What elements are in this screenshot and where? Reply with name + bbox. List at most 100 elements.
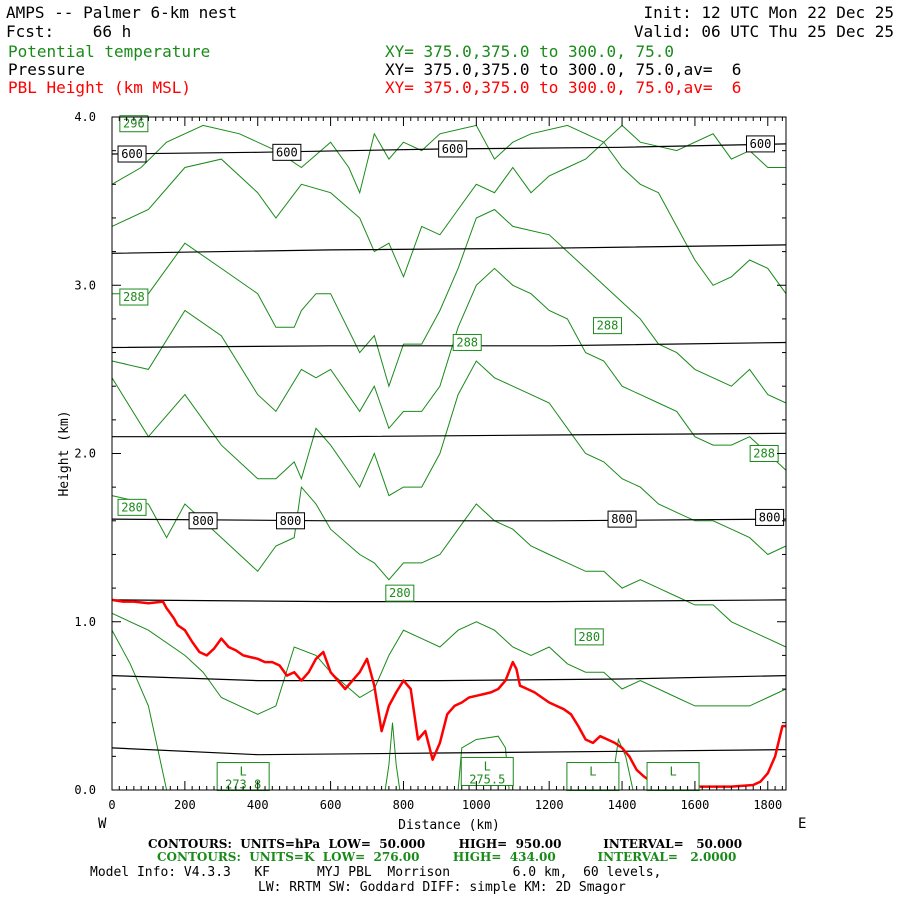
legend-pressure-name: Pressure xyxy=(8,60,86,79)
theta-contour-info: CONTOURS: UNITS=K LOW= 276.00 HIGH= 434.… xyxy=(157,850,737,864)
pressure-label-5-box xyxy=(276,512,306,530)
theta-label-5: 280 xyxy=(117,498,147,516)
low-label-1-letter: L xyxy=(484,759,491,773)
theta-label-1-box xyxy=(119,288,149,306)
theta-label-2: 288 xyxy=(452,333,482,351)
pressure-label-6: 800 xyxy=(607,510,637,528)
model-info-line1: Model Info: V4.3.3 KF MYJ PBL Morrison 6… xyxy=(90,865,662,880)
low-label-3-letter: L xyxy=(669,765,676,779)
pressure-label-2-box xyxy=(438,140,468,158)
axes: 0 200 400 600 800 1000 1200 1400 1600 1800 0.0 1.0 2… xyxy=(74,110,786,812)
theta-contour-7 xyxy=(111,629,171,791)
theta-label-1-text: 288 xyxy=(123,290,145,304)
pbl-height-series xyxy=(111,598,786,788)
low-label-1-value: 275.5 xyxy=(469,772,505,786)
low-label-0-letter: L xyxy=(240,765,247,779)
x-tick-label-7: 1400 xyxy=(608,798,637,812)
pressure-label-2: 600 xyxy=(438,140,468,158)
pressure-contour-850 xyxy=(111,599,787,603)
x-axis-label: Distance (km) xyxy=(398,818,500,833)
pressure-label-7-box xyxy=(755,508,785,526)
low-label-0-box xyxy=(216,762,270,792)
forecast-hour: Fcst: 66 h xyxy=(6,22,132,41)
pressure-contour-800 xyxy=(111,518,787,522)
theta-label-2-text: 288 xyxy=(456,335,478,349)
theta-label-4: 288 xyxy=(749,445,779,462)
low-label-2-letter: L xyxy=(589,765,596,779)
low-label-0-value: 273.8 xyxy=(225,778,261,792)
theta-label-2-box xyxy=(452,333,482,351)
legend-pbl-xy: XY= 375.0,375.0 to 300.0, 75.0,av= 6 xyxy=(385,78,742,97)
theta-label-1: 288 xyxy=(119,288,149,306)
theta-contour-2 xyxy=(112,208,787,404)
low-label-3-box xyxy=(646,762,700,792)
theta-label-7-box xyxy=(574,628,604,646)
init-time: Init: 12 UTC Mon 22 Dec 25 xyxy=(643,3,894,22)
pressure-contour-info: CONTOURS: UNITS=hPa LOW= 50.000 HIGH= 95… xyxy=(148,837,743,851)
theta-label-3-text: 288 xyxy=(597,319,619,333)
theta-label-7: 280 xyxy=(574,628,604,646)
plot-frame xyxy=(111,116,787,791)
pressure-label-2-text: 600 xyxy=(442,142,464,156)
pressure-label-6-box xyxy=(607,510,637,528)
pressure-label-4-text: 800 xyxy=(192,514,214,528)
low-label-2-box xyxy=(566,762,620,792)
low-label-1-box xyxy=(460,756,514,786)
theta-contour-5 xyxy=(111,485,787,648)
legend-theta-xy: XY= 375.0,375.0 to 300.0, 75.0 xyxy=(385,42,674,61)
west-label: W xyxy=(98,816,107,832)
x-tick-label-4: 800 xyxy=(393,798,415,812)
theta-label-4-text: 288 xyxy=(753,447,775,461)
pbl-height-line xyxy=(111,598,786,788)
low-label-3: L xyxy=(646,762,700,792)
pressure-label-1-text: 600 xyxy=(276,145,298,159)
theta-label-3: 288 xyxy=(592,317,622,335)
valid-time: Valid: 06 UTC Thu 25 Dec 25 xyxy=(633,22,894,41)
pressure-label-3-text: 600 xyxy=(750,137,772,151)
pressure-contour-650 xyxy=(111,244,787,254)
pressure-label-1-box xyxy=(272,143,302,161)
pressure-label-5-text: 800 xyxy=(280,514,302,528)
theta-label-3-box xyxy=(592,317,622,335)
theta-contour-9 xyxy=(457,735,510,791)
theta-label-0-text: 296 xyxy=(123,117,145,131)
pressure-label-6-text: 800 xyxy=(611,512,633,526)
pressure-contour-750 xyxy=(112,432,787,438)
pressure-label-3-box xyxy=(745,135,775,153)
theta-label-6: 280 xyxy=(385,584,415,602)
x-tick-label-8: 1600 xyxy=(680,798,709,812)
y-tick-label-0: 0.0 xyxy=(74,783,96,797)
x-tick-label-2: 400 xyxy=(247,798,269,812)
pressure-label-3: 600 xyxy=(745,135,775,153)
x-tick-label-6: 1200 xyxy=(535,798,564,812)
y-tick-label-4: 4.0 xyxy=(74,110,96,124)
theta-label-7-text: 280 xyxy=(578,630,600,644)
contour-labels: 600 600 600 600 800 800 800 800 296 288 288 288 288 2… xyxy=(117,115,785,792)
x-tick-label-3: 600 xyxy=(320,798,342,812)
theta-contour-4 xyxy=(111,360,787,556)
x-tick-label-0: 0 xyxy=(108,798,115,812)
pressure-label-0: 600 xyxy=(117,145,147,163)
pressure-label-4: 800 xyxy=(188,512,218,530)
y-tick-label-1: 1.0 xyxy=(74,615,96,629)
theta-label-6-box xyxy=(385,584,415,602)
x-tick-label-5: 1000 xyxy=(462,798,491,812)
theta-contour-0 xyxy=(111,124,786,195)
pressure-contour-950 xyxy=(111,747,787,756)
pressure-contours xyxy=(111,143,787,756)
pressure-label-4-box xyxy=(188,512,218,530)
y-axis-label: Height (km) xyxy=(57,410,72,496)
theta-contours xyxy=(111,124,787,791)
low-label-2: L xyxy=(566,762,620,792)
pressure-label-7-text: 800 xyxy=(759,510,781,524)
legend-pbl-name: PBL Height (km MSL) xyxy=(8,78,192,97)
pressure-label-5: 800 xyxy=(276,512,306,530)
model-info-line2: LW: RRTM SW: Goddard DIFF: simple KM: 2D… xyxy=(258,880,626,895)
pressure-label-7: 800 xyxy=(755,508,785,526)
y-tick-label-2: 2.0 xyxy=(74,447,96,461)
theta-label-5-box xyxy=(117,498,147,516)
x-tick-label-1: 200 xyxy=(174,798,196,812)
theta-contour-6 xyxy=(111,612,787,715)
